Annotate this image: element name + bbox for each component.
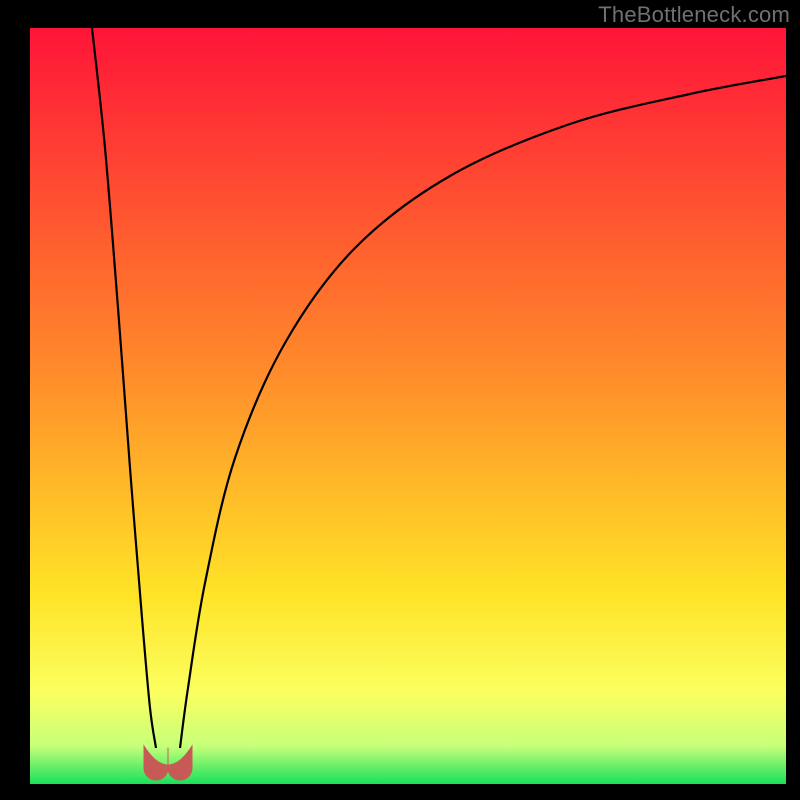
plot-area: [30, 28, 786, 784]
watermark-text: TheBottleneck.com: [598, 2, 790, 28]
curve-layer: [30, 28, 786, 784]
valley-marker: [144, 746, 192, 780]
bottleneck-curve: [92, 28, 786, 748]
chart-frame: TheBottleneck.com: [0, 0, 800, 800]
